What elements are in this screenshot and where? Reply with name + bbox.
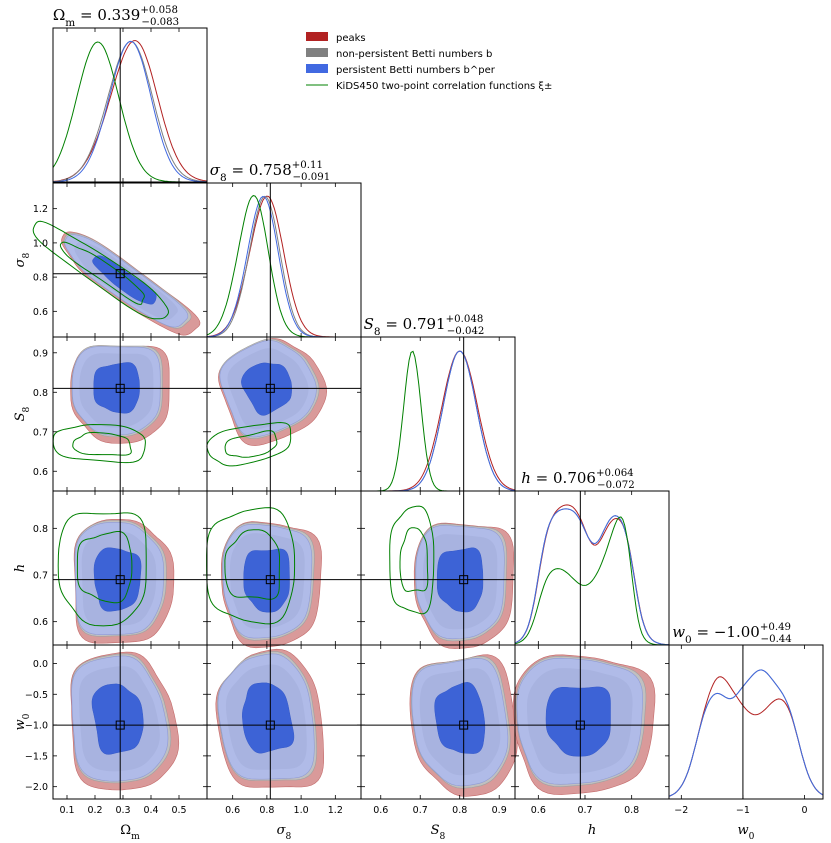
curve-persistent-Betti-numbers xyxy=(207,196,361,337)
x-axis-label-h: h xyxy=(588,823,596,838)
x-tick-label: 0.5 xyxy=(171,805,186,816)
y-tick-label: 0.9 xyxy=(33,348,48,359)
x-axis-label-w_0: w0 xyxy=(738,823,755,842)
panel-Omega_m-sigma_8: 0.6 0.8 1.0 1.2 xyxy=(33,183,207,337)
panels: 0.60.81.01.20.60.70.80.90.60.70.80.1 0.2 0… xyxy=(13,5,823,842)
y-tick-label: 1.0 xyxy=(33,238,48,249)
legend: peaks non-persistent Betti numbers b persi… xyxy=(306,32,552,92)
curve-non-persistent-Betti-numbers xyxy=(669,670,823,796)
panel-sigma_8-S_8 xyxy=(207,337,361,491)
y-tick-label: 0.8 xyxy=(33,273,48,284)
x-tick-label: −2 xyxy=(674,805,688,816)
curve-peaks xyxy=(53,41,207,182)
x-tick-label: 0.6 xyxy=(531,805,546,816)
y-tick-label: −1.0 xyxy=(25,721,48,732)
legend-label: non-persistent Betti numbers b xyxy=(336,49,492,60)
title-sigma_8: σ8 = 0.758+0.11 −0.091 xyxy=(210,160,330,184)
x-tick-label: 0.8 xyxy=(624,805,639,816)
panel-frame xyxy=(207,183,361,337)
curve-non-persistent-Betti-numbers xyxy=(53,41,207,181)
x-tick-label: 0.8 xyxy=(452,805,467,816)
x-tick-label: 0.4 xyxy=(143,805,158,816)
legend-label: peaks xyxy=(336,33,366,44)
y-tick-label: 0.8 xyxy=(33,388,48,399)
panel-h-h xyxy=(515,491,669,645)
legend-swatch xyxy=(306,64,328,73)
panel-h-w_0: 0.6 0.7 0.8 xyxy=(513,645,669,816)
panel-frame xyxy=(361,337,515,491)
curve-non-persistent-Betti-numbers xyxy=(207,196,361,337)
y-tick-label: 1.2 xyxy=(33,204,48,215)
y-tick-label: 0.7 xyxy=(33,427,48,438)
panel-frame xyxy=(669,645,823,799)
corner-plot: 0.60.81.01.20.60.70.80.90.60.70.80.1 0.2 0… xyxy=(0,0,831,843)
title-Omega_m: Ωm = 0.339+0.058 −0.083 xyxy=(53,5,179,29)
panel-w_0-w_0: −2 −1 0 xyxy=(669,645,823,816)
x-tick-label: 0.9 xyxy=(492,805,507,816)
x-tick-label: 0.7 xyxy=(413,805,428,816)
panel-Omega_m-h: 0.6 0.7 0.8 xyxy=(33,491,207,645)
x-tick-label: 0.7 xyxy=(577,805,592,816)
x-axis-label-S_8: S8 xyxy=(431,823,446,842)
y-tick-label: 0.6 xyxy=(33,467,48,478)
panel-S_8-h xyxy=(361,491,515,649)
curve-KiDS450-two-point-correlation-functions xyxy=(53,42,207,182)
panel-frame xyxy=(515,491,669,645)
curve-KiDS450-two-point-correlation-functions xyxy=(207,196,361,337)
panel-S_8-w_0: 0.6 0.7 0.8 0.9 xyxy=(361,645,517,816)
panel-sigma_8-w_0: 0.6 0.8 1.0 1.2 xyxy=(207,645,361,816)
curve-persistent-Betti-numbers xyxy=(669,670,823,796)
legend-label: persistent Betti numbers b^per xyxy=(336,65,496,76)
y-tick-label: 0.8 xyxy=(33,524,48,535)
panel-Omega_m-S_8: 0.6 0.7 0.8 0.9 xyxy=(33,337,207,491)
legend-swatch xyxy=(306,32,328,41)
panel-sigma_8-h xyxy=(207,491,361,648)
x-tick-label: 1.2 xyxy=(328,805,343,816)
y-axis-label-h: h xyxy=(13,564,28,572)
curve-peaks xyxy=(207,196,361,337)
x-tick-label: 0.6 xyxy=(225,805,240,816)
title-S_8: S8 = 0.791+0.048 −0.042 xyxy=(364,314,485,338)
y-axis-label-sigma_8: σ8 xyxy=(13,252,32,267)
y-tick-label: 0.6 xyxy=(33,307,48,318)
title-h: h = 0.706+0.064 −0.072 xyxy=(521,468,635,491)
panel-S_8-S_8 xyxy=(361,337,515,491)
x-axis-label-Omega_m: Ωm xyxy=(120,823,140,842)
contour-persistent-inner xyxy=(435,682,485,753)
x-tick-label: 0.8 xyxy=(259,805,274,816)
legend-label: KiDS450 two-point correlation functions … xyxy=(336,81,552,92)
y-tick-label: −0.5 xyxy=(25,690,48,701)
x-tick-label: 0.1 xyxy=(59,805,74,816)
panel-Omega_m-Omega_m xyxy=(53,28,207,182)
x-tick-label: 1.0 xyxy=(294,805,309,816)
x-tick-label: 0.6 xyxy=(373,805,388,816)
y-tick-label: 0.7 xyxy=(33,571,48,582)
x-tick-label: 0.3 xyxy=(115,805,130,816)
y-tick-label: −1.5 xyxy=(25,751,48,762)
curve-persistent-Betti-numbers xyxy=(361,351,515,491)
y-tick-label: 0.0 xyxy=(33,659,48,670)
x-tick-label: 0 xyxy=(801,805,807,816)
curve-persistent-Betti-numbers xyxy=(53,41,207,182)
x-tick-label: −1 xyxy=(736,805,750,816)
legend-swatch xyxy=(306,48,328,57)
y-axis-label-S_8: S8 xyxy=(13,406,32,421)
panel-Omega_m-w_0: 0.1 0.2 0.3 0.4 0.5 −2.0 −1.5 −1.0 −0.5 0.0 xyxy=(25,645,207,816)
panel-frame xyxy=(53,28,207,182)
x-tick-label: 0.2 xyxy=(87,805,102,816)
title-w_0: w0 = −1.00+0.49 −0.44 xyxy=(672,622,792,646)
y-tick-label: −2.0 xyxy=(25,782,48,793)
curve-peaks xyxy=(669,677,823,797)
panel-sigma_8-sigma_8 xyxy=(207,183,361,337)
curve-persistent-Betti-numbers xyxy=(515,509,669,645)
x-axis-label-sigma_8: σ8 xyxy=(277,823,292,842)
y-tick-label: 0.6 xyxy=(33,617,48,628)
